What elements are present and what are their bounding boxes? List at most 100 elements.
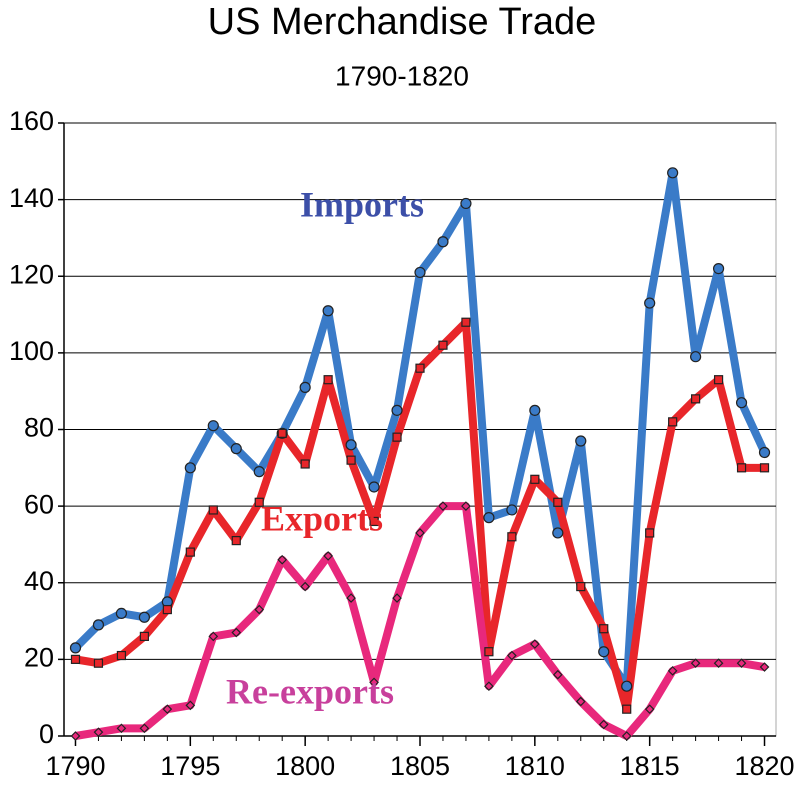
marker — [759, 662, 770, 672]
marker — [70, 731, 81, 741]
y-tick-label: 60 — [24, 489, 54, 519]
marker — [667, 167, 679, 179]
marker — [230, 443, 242, 455]
marker — [645, 528, 655, 538]
y-tick-label: 40 — [24, 566, 54, 596]
x-tick-label: 1790 — [45, 751, 105, 781]
marker — [93, 727, 104, 738]
series-label: Imports — [300, 184, 424, 224]
marker — [712, 262, 725, 275]
marker — [92, 619, 105, 631]
marker — [185, 700, 196, 711]
marker — [322, 305, 334, 317]
x-tick-label: 1815 — [620, 751, 680, 781]
marker — [621, 731, 632, 741]
y-tick-label: 20 — [24, 643, 54, 673]
marker — [735, 397, 748, 409]
marker — [758, 446, 771, 459]
marker — [415, 528, 425, 538]
marker — [736, 658, 747, 669]
marker — [575, 435, 587, 447]
marker — [368, 481, 380, 493]
marker — [622, 704, 632, 714]
marker — [300, 581, 311, 592]
series-label: Exports — [261, 498, 383, 538]
marker — [116, 723, 127, 734]
marker — [506, 504, 518, 516]
marker — [690, 351, 702, 363]
marker — [575, 696, 586, 707]
marker — [346, 593, 356, 603]
marker — [438, 340, 448, 350]
marker — [553, 497, 563, 507]
x-tick-label: 1810 — [505, 751, 565, 781]
x-tick-label: 1820 — [734, 751, 794, 781]
marker — [759, 463, 770, 473]
marker — [644, 704, 655, 715]
marker — [461, 501, 471, 511]
marker — [621, 680, 633, 692]
marker — [414, 266, 426, 279]
marker — [138, 611, 150, 623]
y-tick-label: 120 — [9, 259, 54, 289]
y-tick-label: 160 — [9, 106, 54, 136]
marker — [552, 669, 563, 680]
marker — [231, 627, 242, 638]
marker — [529, 639, 540, 649]
marker — [93, 658, 104, 668]
chart-title: US Merchandise Trade — [208, 1, 597, 43]
marker — [323, 375, 333, 385]
x-tick-label: 1805 — [390, 751, 450, 781]
marker — [552, 527, 564, 539]
marker — [345, 439, 357, 451]
marker — [300, 459, 310, 469]
marker — [185, 547, 195, 557]
marker — [598, 719, 609, 730]
marker — [668, 417, 678, 427]
marker — [254, 604, 265, 615]
marker — [713, 375, 724, 385]
marker — [70, 654, 81, 664]
marker — [644, 297, 656, 309]
marker — [483, 512, 495, 524]
marker — [369, 516, 379, 527]
marker — [207, 420, 219, 432]
marker — [736, 463, 747, 473]
x-tick-label: 1800 — [275, 751, 335, 781]
marker — [208, 505, 218, 515]
marker — [392, 432, 402, 442]
marker — [438, 501, 448, 511]
marker — [484, 681, 494, 692]
marker — [231, 536, 241, 546]
marker — [529, 404, 541, 416]
y-tick-label: 80 — [24, 413, 54, 443]
marker — [691, 394, 701, 404]
marker — [323, 551, 333, 561]
y-tick-label: 100 — [9, 336, 54, 366]
series-label: Re-exports — [226, 671, 394, 711]
marker — [115, 607, 128, 620]
marker — [530, 474, 540, 484]
marker — [299, 381, 311, 393]
x-tick-label: 1795 — [160, 751, 220, 781]
marker — [162, 704, 173, 715]
marker — [576, 581, 586, 592]
marker — [507, 532, 517, 542]
marker — [346, 455, 356, 465]
marker — [277, 554, 288, 565]
marker — [484, 647, 494, 657]
marker — [162, 604, 172, 615]
marker — [69, 642, 82, 654]
marker — [184, 462, 196, 474]
marker — [254, 497, 264, 507]
y-tick-label: 0 — [39, 719, 54, 749]
marker — [437, 236, 449, 248]
marker — [599, 624, 609, 634]
y-tick-label: 140 — [9, 183, 54, 213]
marker — [116, 650, 127, 661]
marker — [461, 317, 471, 327]
marker — [460, 197, 472, 210]
marker — [139, 723, 150, 734]
marker — [139, 631, 149, 641]
